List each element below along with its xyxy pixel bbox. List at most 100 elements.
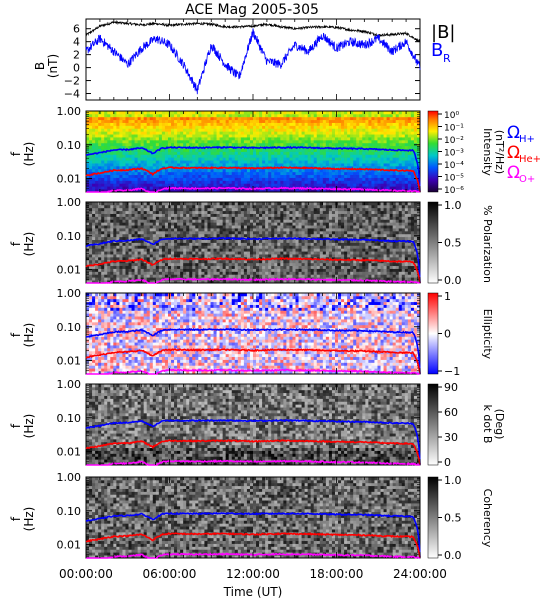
heatmap-cell	[162, 125, 165, 128]
heatmap-cell	[317, 123, 320, 126]
heatmap-cell	[125, 225, 128, 228]
heatmap-cell	[116, 211, 119, 214]
heatmap-cell	[95, 114, 98, 117]
heatmap-cell	[207, 157, 210, 160]
heatmap-cell	[396, 178, 399, 181]
heatmap-cell	[201, 208, 204, 211]
heatmap-cell	[217, 254, 220, 257]
heatmap-cell	[271, 114, 274, 117]
heatmap-cell	[107, 152, 110, 155]
heatmap-cell	[189, 183, 192, 186]
heatmap-cell	[156, 123, 159, 126]
heatmap-cell	[274, 134, 277, 137]
heatmap-cell	[177, 234, 180, 237]
heatmap-cell	[189, 219, 192, 222]
heatmap-cell	[162, 123, 165, 126]
heatmap-cell	[153, 166, 156, 169]
heatmap-cell	[210, 172, 213, 175]
heatmap-cell	[305, 125, 308, 128]
heatmap-cell	[192, 140, 195, 143]
heatmap-cell	[98, 274, 101, 277]
heatmap-cell	[217, 120, 220, 123]
heatmap-cell	[165, 243, 168, 246]
heatmap-cell	[186, 169, 189, 172]
heatmap-cell	[201, 183, 204, 186]
heatmap-cell	[183, 120, 186, 123]
heatmap-cell	[217, 274, 220, 277]
heatmap-cell	[147, 219, 150, 222]
heatmap-cell	[214, 248, 217, 251]
heatmap-cell	[204, 180, 207, 183]
heatmap-cell	[302, 149, 305, 152]
heatmap-cell	[116, 180, 119, 183]
heatmap-cell	[247, 216, 250, 219]
heatmap-cell	[92, 205, 95, 208]
heatmap-cell	[277, 125, 280, 128]
heatmap-cell	[104, 140, 107, 143]
heatmap-cell	[396, 175, 399, 178]
heatmap-cell	[101, 219, 104, 222]
heatmap-cell	[244, 123, 247, 126]
heatmap-cell	[223, 269, 226, 272]
heatmap-cell	[141, 180, 144, 183]
heatmap-cell	[129, 172, 132, 175]
heatmap-cell	[95, 128, 98, 131]
heatmap-cell	[311, 183, 314, 186]
heatmap-cell	[92, 231, 95, 234]
heatmap-cell	[244, 169, 247, 172]
heatmap-cell	[220, 134, 223, 137]
heatmap-cell	[129, 271, 132, 274]
heatmap-cell	[390, 120, 393, 123]
heatmap-cell	[311, 160, 314, 163]
heatmap-cell	[92, 157, 95, 160]
heatmap-cell	[165, 254, 168, 257]
heatmap-cell	[238, 225, 241, 228]
heatmap-cell	[323, 137, 326, 140]
heatmap-cell	[89, 216, 92, 219]
heatmap-cell	[210, 154, 213, 157]
heatmap-cell	[344, 140, 347, 143]
heatmap-cell	[119, 140, 122, 143]
heatmap-cell	[138, 183, 141, 186]
heatmap-cell	[377, 140, 380, 143]
heatmap-cell	[292, 163, 295, 166]
heatmap-cell	[135, 269, 138, 272]
heatmap-cell	[347, 123, 350, 126]
heatmap-cell	[132, 131, 135, 134]
heatmap-cell	[384, 140, 387, 143]
heatmap-cell	[311, 117, 314, 120]
heatmap-cell	[147, 146, 150, 149]
heatmap-cell	[262, 243, 265, 246]
heatmap-cell	[374, 163, 377, 166]
heatmap-cell	[229, 274, 232, 277]
heatmap-cell	[268, 183, 271, 186]
heatmap-cell	[101, 237, 104, 240]
heatmap-cell	[214, 128, 217, 131]
heatmap-cell	[162, 160, 165, 163]
heatmap-cell	[347, 172, 350, 175]
heatmap-cell	[283, 154, 286, 157]
heatmap-cell	[292, 172, 295, 175]
heatmap-cell	[186, 243, 189, 246]
heatmap-cell	[217, 140, 220, 143]
heatmap-cell	[207, 120, 210, 123]
heatmap-cell	[153, 222, 156, 225]
heatmap-cell	[286, 134, 289, 137]
heatmap-cell	[262, 149, 265, 152]
heatmap-cell	[381, 180, 384, 183]
heatmap-cell	[110, 175, 113, 178]
heatmap-cell	[353, 125, 356, 128]
heatmap-cell	[174, 180, 177, 183]
heatmap-cell	[256, 214, 259, 217]
heatmap-cell	[296, 163, 299, 166]
heatmap-cell	[244, 208, 247, 211]
heatmap-cell	[323, 128, 326, 131]
heatmap-cell	[95, 175, 98, 178]
heatmap-cell	[238, 160, 241, 163]
heatmap-cell	[147, 228, 150, 231]
heatmap-cell	[174, 269, 177, 272]
heatmap-cell	[159, 234, 162, 237]
heatmap-cell	[125, 120, 128, 123]
heatmap-cell	[268, 216, 271, 219]
heatmap-cell	[317, 140, 320, 143]
